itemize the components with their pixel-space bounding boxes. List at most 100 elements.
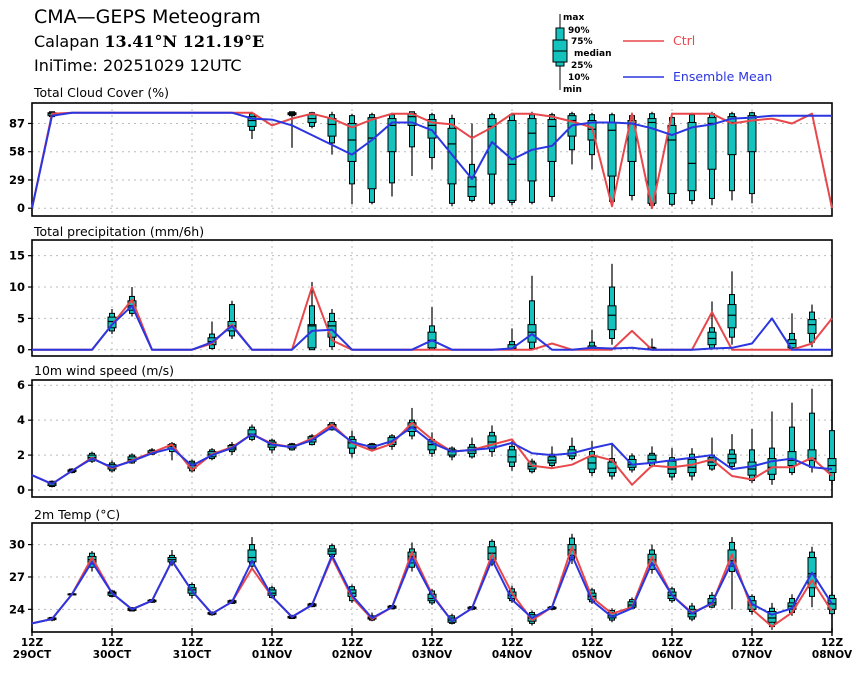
x-tick-label-date: 06NOV: [652, 649, 693, 661]
y-tick-label: 6: [17, 378, 25, 392]
box-plot: [507, 441, 517, 471]
panel-wind-speed: 10m wind speed (m/s) 0 2 4 6: [17, 363, 837, 498]
box-plot: [527, 111, 537, 205]
box-plot: [447, 446, 457, 461]
x-tick-label-date: 04NOV: [492, 649, 533, 661]
ctrl-line: [31, 421, 833, 486]
box-p25-p75: [727, 116, 737, 156]
y-tick-label: 27: [9, 570, 25, 584]
x-tick-label-date: 07NOV: [732, 649, 773, 661]
box-plot: [707, 301, 717, 350]
ensemble-mean-line: [31, 554, 833, 625]
station-coords: 13.41°N 121.19°E: [104, 32, 265, 51]
box-plot: [607, 263, 617, 345]
x-axis: 12Z29OCT12Z30OCT12Z31OCT12Z01NOV12Z02NOV…: [13, 628, 853, 661]
box-plot: [767, 411, 777, 485]
box-p25-p75: [327, 118, 337, 137]
y-tick-label: 0: [17, 483, 25, 497]
legend-label-p10: 10%: [568, 73, 590, 83]
x-tick-label-date: 31OCT: [173, 649, 212, 661]
legend: max 90% 75% median 25% 10% min Ctrl Ense…: [552, 13, 772, 95]
box-plot: [567, 111, 577, 165]
box-plot: [527, 275, 537, 350]
box-plot: [467, 123, 477, 203]
legend-mean-label: Ensemble Mean: [673, 69, 772, 84]
y-tick-label: 2: [17, 448, 25, 462]
x-tick-label-time: 12Z: [341, 637, 364, 649]
box-p25-p75: [807, 449, 817, 461]
box-plot: [747, 111, 757, 204]
y-tick-label: 0: [17, 343, 25, 357]
box-plot: [827, 592, 837, 617]
x-tick-label-time: 12Z: [501, 637, 524, 649]
box-p25-p75: [767, 610, 777, 623]
box-plot: [587, 329, 597, 351]
x-tick-label-time: 12Z: [661, 637, 684, 649]
box-plot: [727, 271, 737, 345]
box-plot: [407, 111, 417, 177]
panel-frame: [31, 239, 833, 357]
y-tick-label: 10: [9, 280, 25, 294]
x-tick-label-time: 12Z: [181, 637, 204, 649]
box-p10-p90: [789, 426, 795, 474]
box-plot: [747, 428, 757, 484]
legend-ctrl-label: Ctrl: [673, 33, 695, 48]
box-p25-p75: [647, 118, 657, 204]
box-plot: [247, 424, 257, 442]
box-plot: [667, 448, 677, 481]
box-plot: [207, 321, 217, 350]
legend-label-min: min: [563, 85, 582, 95]
box-p10-p90: [409, 111, 415, 148]
box-plot: [227, 300, 237, 340]
y-tick-label: 87: [9, 116, 25, 130]
box-p25-p75: [247, 116, 257, 127]
box-p25-p75: [667, 124, 677, 195]
x-tick-label-date: 02NOV: [332, 649, 373, 661]
box-plot: [727, 537, 737, 610]
box-p25-p75: [307, 324, 317, 349]
ensemble-mean-line: [31, 111, 832, 209]
panel-title: 10m wind speed (m/s): [34, 363, 174, 378]
box-p25-p75: [747, 115, 757, 153]
box-plot: [247, 111, 257, 140]
box-plot: [487, 425, 497, 457]
x-tick-label-date: 03NOV: [412, 649, 453, 661]
box-plot: [247, 537, 257, 569]
panel-title: 2m Temp (°C): [34, 507, 120, 522]
box-p25-p75: [687, 121, 697, 192]
box-p25-p75: [347, 122, 357, 162]
legend-label-median: median: [574, 49, 612, 59]
panel-frame: [31, 102, 833, 217]
box-p10-p90: [229, 304, 235, 337]
x-tick-label-time: 12Z: [581, 637, 604, 649]
box-p25-p75: [727, 549, 737, 567]
box-p10-p90: [749, 112, 755, 195]
init-time: IniTime: 20251029 12UTC: [34, 56, 242, 75]
box-p25-p75: [367, 117, 377, 190]
meteogram-title: CMA—GEPS Meteogram: [34, 6, 261, 28]
y-tick-label: 29: [9, 173, 25, 187]
y-tick-label: 5: [17, 311, 25, 325]
box-p25-p75: [607, 461, 617, 474]
box-plot: [727, 434, 737, 470]
box-plot: [827, 409, 837, 485]
x-tick-label-date: 29OCT: [13, 649, 52, 661]
panel-title: Total Cloud Cover (%): [33, 85, 169, 100]
box-plot: [667, 112, 677, 207]
x-tick-label-date: 08NOV: [812, 649, 853, 661]
y-tick-label: 58: [9, 145, 25, 159]
box-p25-p75: [707, 117, 717, 170]
box-p25-p75: [507, 449, 517, 463]
box-plot: [807, 304, 817, 348]
box-plot: [787, 402, 797, 476]
legend-label-p75: 75%: [571, 37, 593, 47]
box-p10-p90: [829, 430, 835, 481]
x-tick-label-time: 12Z: [741, 637, 764, 649]
box-plot: [447, 114, 457, 207]
legend-label-p25: 25%: [571, 61, 593, 71]
x-tick-label-date: 01NOV: [252, 649, 293, 661]
box-plot: [647, 446, 657, 468]
box-plot: [607, 112, 617, 206]
box-plot: [587, 441, 597, 477]
